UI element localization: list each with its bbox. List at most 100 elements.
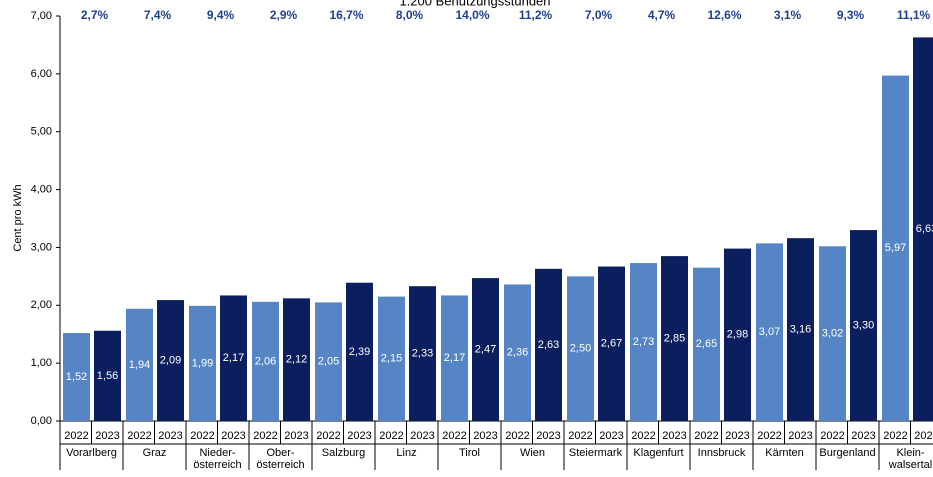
y-tick-label: 1,00: [31, 357, 52, 369]
value-label: 2,65: [696, 338, 717, 350]
bar: [630, 263, 657, 421]
bar: [472, 278, 499, 421]
category-label: Wien: [519, 447, 546, 459]
value-label: 2,63: [538, 339, 559, 351]
value-label: 1,94: [129, 359, 150, 371]
year-label: 2023: [914, 430, 933, 442]
value-label: 2,85: [664, 332, 685, 344]
year-label: 2022: [694, 430, 718, 442]
bar: [661, 256, 688, 421]
value-label: 2,50: [570, 343, 591, 355]
bar: [504, 284, 531, 421]
year-label: 2023: [284, 430, 308, 442]
value-label: 2,05: [318, 356, 339, 368]
value-label: 2,17: [444, 352, 465, 364]
year-label: 2022: [190, 430, 214, 442]
bar: [189, 305, 216, 421]
bar: [724, 248, 751, 421]
change-label: 12,6%: [707, 8, 741, 22]
value-label: 3,30: [853, 319, 874, 331]
category-label: Tirol: [459, 447, 480, 459]
y-axis-title: Cent pro kWh: [12, 184, 24, 251]
change-label: 8,0%: [396, 8, 424, 22]
category-label: Steiermark: [568, 447, 623, 459]
bar: [283, 298, 310, 421]
value-label: 3,07: [759, 326, 780, 338]
year-label: 2023: [158, 430, 182, 442]
y-tick-label: 0,00: [31, 415, 52, 427]
year-label: 2023: [662, 430, 686, 442]
bar: [819, 246, 846, 421]
bar: [126, 308, 153, 421]
bar: [94, 330, 121, 421]
change-label: 4,7%: [648, 8, 676, 22]
bar: [220, 295, 247, 421]
change-label: 3,1%: [774, 8, 802, 22]
bar: [913, 37, 933, 422]
value-label: 2,12: [286, 354, 307, 366]
category-label: Klagenfurt: [633, 447, 684, 459]
value-label: 2,06: [255, 355, 276, 367]
year-label: 2023: [410, 430, 434, 442]
year-label: 2023: [725, 430, 749, 442]
value-label: 2,67: [601, 338, 622, 350]
year-label: 2023: [788, 430, 812, 442]
year-label: 2022: [127, 430, 151, 442]
value-label: 2,98: [727, 329, 748, 341]
year-label: 2022: [631, 430, 655, 442]
value-label: 2,33: [412, 348, 433, 360]
value-label: 1,52: [66, 371, 87, 383]
year-label: 2023: [221, 430, 245, 442]
category-label: Innsbruck: [697, 447, 746, 459]
bar: [850, 230, 877, 421]
change-label: 2,7%: [81, 8, 109, 22]
category-label: Nieder- österreich: [193, 447, 242, 471]
change-label: 14,0%: [455, 8, 489, 22]
y-tick-label: 7,00: [31, 10, 52, 22]
value-label: 3,16: [790, 323, 811, 335]
category-label: Klein- walsertal: [888, 447, 933, 471]
year-label: 2023: [347, 430, 371, 442]
year-label: 2023: [536, 430, 560, 442]
y-tick-label: 3,00: [31, 241, 52, 253]
category-label: Graz: [142, 447, 167, 459]
value-label: 1,56: [97, 370, 118, 382]
value-label: 2,15: [381, 353, 402, 365]
bar: [346, 282, 373, 421]
value-label: 3,02: [822, 328, 843, 340]
bar: [567, 276, 594, 421]
year-label: 2022: [379, 430, 403, 442]
bar: [535, 268, 562, 421]
y-tick-label: 5,00: [31, 126, 52, 138]
value-label: 2,36: [507, 347, 528, 359]
change-label: 16,7%: [329, 8, 363, 22]
year-label: 2022: [820, 430, 844, 442]
year-label: 2023: [851, 430, 875, 442]
bar: [378, 296, 405, 421]
year-label: 2022: [64, 430, 88, 442]
change-label: 7,0%: [585, 8, 613, 22]
bar: [409, 286, 436, 421]
change-label: 7,4%: [144, 8, 172, 22]
value-label: 1,99: [192, 357, 213, 369]
year-label: 2022: [505, 430, 529, 442]
change-label: 11,1%: [897, 8, 931, 22]
bar: [441, 295, 468, 421]
value-label: 2,39: [349, 346, 370, 358]
bar: [882, 75, 909, 421]
year-label: 2022: [883, 430, 907, 442]
value-label: 2,73: [633, 336, 654, 348]
value-label: 2,17: [223, 352, 244, 364]
y-tick-label: 2,00: [31, 299, 52, 311]
bar: [693, 267, 720, 421]
bar: [315, 302, 342, 421]
category-label: Salzburg: [321, 447, 366, 459]
year-label: 2023: [473, 430, 497, 442]
year-label: 2023: [95, 430, 119, 442]
year-label: 2022: [442, 430, 466, 442]
bar: [63, 333, 90, 421]
year-label: 2022: [757, 430, 781, 442]
year-label: 2022: [568, 430, 592, 442]
category-label: Kärnten: [765, 447, 804, 459]
